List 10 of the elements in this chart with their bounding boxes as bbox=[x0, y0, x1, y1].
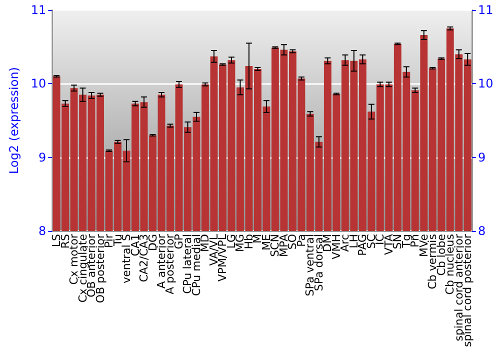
y2-tick-label: 11 bbox=[478, 3, 494, 17]
x-tick-label: A posterior bbox=[164, 234, 177, 294]
y-axis-title: Log2 (expression) bbox=[7, 67, 21, 174]
y2-tick-label: 9 bbox=[478, 150, 486, 164]
y-tick-label: 9 bbox=[38, 150, 46, 164]
y2-tick-label: 8 bbox=[478, 224, 486, 238]
y-tick-label: 10 bbox=[30, 76, 46, 91]
y-tick-label: 11 bbox=[30, 3, 46, 17]
y2-tick-label: 10 bbox=[478, 76, 494, 91]
y-tick-label: 8 bbox=[38, 224, 46, 238]
